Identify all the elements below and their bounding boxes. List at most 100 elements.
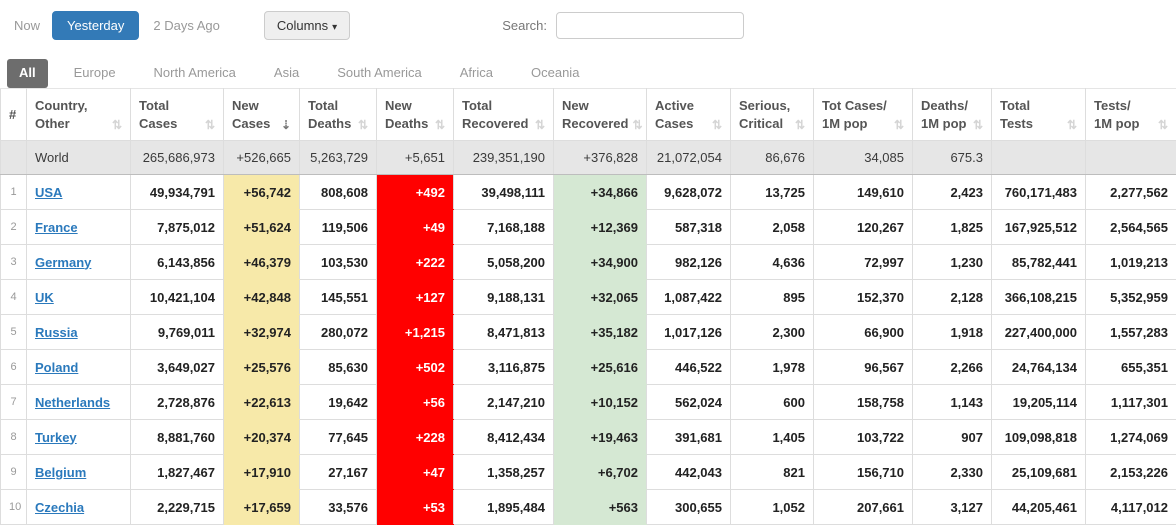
cell-total-tests: 24,764,134 bbox=[991, 349, 1086, 385]
col-header-total-cases[interactable]: Total Cases ⇅ bbox=[130, 88, 224, 141]
col-header-total-recovered[interactable]: Total Recovered ⇅ bbox=[453, 88, 554, 141]
table-header: # Country, Other ⇅ Total Cases ⇅ New Cases ⇣ Total… bbox=[0, 88, 1176, 141]
country-link[interactable]: France bbox=[35, 219, 78, 235]
col-header-cases-per-1m[interactable]: Tot Cases/1M pop ⇅ bbox=[813, 88, 913, 141]
cell-new-cases: +526,665 bbox=[223, 140, 300, 175]
table-row: 9 Belgium 1,827,467 +17,910 27,167 +47 1,358,2… bbox=[0, 454, 1176, 490]
cell-cases-per-1m: 158,758 bbox=[813, 384, 913, 420]
cell-total-deaths: 19,642 bbox=[299, 384, 377, 420]
cell-country: Poland bbox=[26, 349, 131, 385]
col-header-new-deaths[interactable]: New Deaths ⇅ bbox=[376, 88, 454, 141]
col-header-label: Tot Cases/1M pop bbox=[822, 97, 887, 131]
col-header-serious-critical[interactable]: Serious, Critical ⇅ bbox=[730, 88, 814, 141]
country-link[interactable]: Czechia bbox=[35, 499, 85, 515]
sort-icon: ⇅ bbox=[632, 118, 643, 133]
col-header-label: Country, Other bbox=[35, 97, 88, 131]
cell-new-deaths: +222 bbox=[376, 244, 454, 280]
cell-new-cases: +17,659 bbox=[223, 489, 300, 525]
sort-icon: ⇅ bbox=[893, 118, 904, 133]
country-link[interactable]: Belgium bbox=[35, 464, 87, 480]
now-button[interactable]: Now bbox=[14, 17, 41, 33]
cell-total-cases: 6,143,856 bbox=[130, 244, 224, 280]
country-link[interactable]: Netherlands bbox=[35, 394, 111, 410]
country-link[interactable]: Turkey bbox=[35, 429, 77, 445]
sort-icon: ⇅ bbox=[111, 118, 122, 133]
cell-new-cases: +51,624 bbox=[223, 209, 300, 245]
col-header-new-cases[interactable]: New Cases ⇣ bbox=[223, 88, 300, 141]
cell-total-recovered: 5,058,200 bbox=[453, 244, 554, 280]
cell-total-deaths: 145,551 bbox=[299, 279, 377, 315]
col-header-country[interactable]: Country, Other ⇅ bbox=[26, 88, 131, 141]
cell-rank: 7 bbox=[0, 384, 27, 420]
tab-north-america[interactable]: North America bbox=[153, 65, 236, 80]
sort-icon: ⇅ bbox=[204, 118, 215, 133]
cell-new-deaths: +502 bbox=[376, 349, 454, 385]
table-row: 7 Netherlands 2,728,876 +22,613 19,642 +56 2,1… bbox=[0, 384, 1176, 420]
cell-tests-per-1m: 1,019,213 bbox=[1085, 244, 1176, 280]
cell-serious-critical: 2,058 bbox=[730, 209, 814, 245]
tab-africa[interactable]: Africa bbox=[459, 65, 493, 80]
country-link[interactable]: USA bbox=[35, 184, 63, 200]
cell-total-cases: 10,421,104 bbox=[130, 279, 224, 315]
cell-country: Netherlands bbox=[26, 384, 131, 420]
cell-country: France bbox=[26, 209, 131, 245]
sort-icon: ⇅ bbox=[711, 118, 722, 133]
cell-total-recovered: 8,412,434 bbox=[453, 419, 554, 455]
country-link[interactable]: Poland bbox=[35, 359, 79, 375]
cell-new-deaths: +49 bbox=[376, 209, 454, 245]
cell-tests-per-1m: 2,153,226 bbox=[1085, 454, 1176, 490]
cell-deaths-per-1m: 1,918 bbox=[912, 314, 992, 350]
sort-icon: ⇅ bbox=[434, 118, 445, 133]
cell-cases-per-1m: 120,267 bbox=[813, 209, 913, 245]
cell-total-cases: 49,934,791 bbox=[130, 174, 224, 210]
search-input[interactable] bbox=[556, 11, 744, 39]
col-header-label: New Cases bbox=[232, 97, 271, 131]
tab-all[interactable]: All bbox=[7, 59, 48, 88]
country-link[interactable]: Russia bbox=[35, 324, 78, 340]
cell-new-cases: +17,910 bbox=[223, 454, 300, 490]
col-header-total-tests[interactable]: Total Tests ⇅ bbox=[991, 88, 1086, 141]
search-group: Search: bbox=[502, 11, 744, 39]
columns-dropdown-button[interactable]: Columns ▾ bbox=[263, 10, 351, 40]
cell-total-recovered: 7,168,188 bbox=[453, 209, 554, 245]
cell-tests-per-1m: 2,277,562 bbox=[1085, 174, 1176, 210]
col-header-new-recovered[interactable]: New Recovered ⇅ bbox=[553, 88, 647, 141]
country-link[interactable]: Germany bbox=[35, 254, 92, 270]
cell-new-recovered: +10,152 bbox=[553, 384, 647, 420]
cell-country: Turkey bbox=[26, 419, 131, 455]
cell-deaths-per-1m: 1,230 bbox=[912, 244, 992, 280]
yesterday-button[interactable]: Yesterday bbox=[52, 10, 140, 40]
columns-dropdown-label: Columns bbox=[276, 17, 329, 33]
col-header-deaths-per-1m[interactable]: Deaths/1M pop ⇅ bbox=[912, 88, 992, 141]
cell-total-tests: 25,109,681 bbox=[991, 454, 1086, 490]
cell-country: Czechia bbox=[26, 489, 131, 525]
sort-icon: ⇅ bbox=[357, 118, 368, 133]
cell-total-cases: 7,875,012 bbox=[130, 209, 224, 245]
caret-down-icon: ▾ bbox=[332, 21, 338, 33]
tab-oceania[interactable]: Oceania bbox=[531, 65, 580, 80]
col-header-total-deaths[interactable]: Total Deaths ⇅ bbox=[299, 88, 377, 141]
tab-south-america[interactable]: South America bbox=[337, 65, 422, 80]
table-row: 3 Germany 6,143,856 +46,379 103,530 +222 5,058… bbox=[0, 244, 1176, 280]
col-header-tests-per-1m[interactable]: Tests/1M pop ⇅ bbox=[1085, 88, 1176, 141]
two-days-ago-button[interactable]: 2 Days Ago bbox=[153, 17, 220, 33]
toolbar: Now Yesterday 2 Days Ago Columns ▾ Search… bbox=[0, 0, 1176, 50]
cell-total-cases: 2,728,876 bbox=[130, 384, 224, 420]
tab-europe[interactable]: Europe bbox=[73, 65, 116, 80]
tab-asia[interactable]: Asia bbox=[273, 65, 300, 80]
cell-serious-critical: 895 bbox=[730, 279, 814, 315]
cell-new-recovered: +34,866 bbox=[553, 174, 647, 210]
cell-serious-critical: 86,676 bbox=[730, 140, 814, 175]
cell-new-recovered: +25,616 bbox=[553, 349, 647, 385]
cell-tests-per-1m: 1,117,301 bbox=[1085, 384, 1176, 420]
col-header-active-cases[interactable]: Active Cases ⇅ bbox=[646, 88, 731, 141]
country-link[interactable]: UK bbox=[35, 289, 54, 305]
cell-active-cases: 1,087,422 bbox=[646, 279, 731, 315]
cell-country: Russia bbox=[26, 314, 131, 350]
cell-total-tests: 760,171,483 bbox=[991, 174, 1086, 210]
cell-new-recovered: +32,065 bbox=[553, 279, 647, 315]
cell-total-deaths: 5,263,729 bbox=[299, 140, 377, 175]
cell-rank: 3 bbox=[0, 244, 27, 280]
cell-total-tests: 85,782,441 bbox=[991, 244, 1086, 280]
cell-total-deaths: 27,167 bbox=[299, 454, 377, 490]
